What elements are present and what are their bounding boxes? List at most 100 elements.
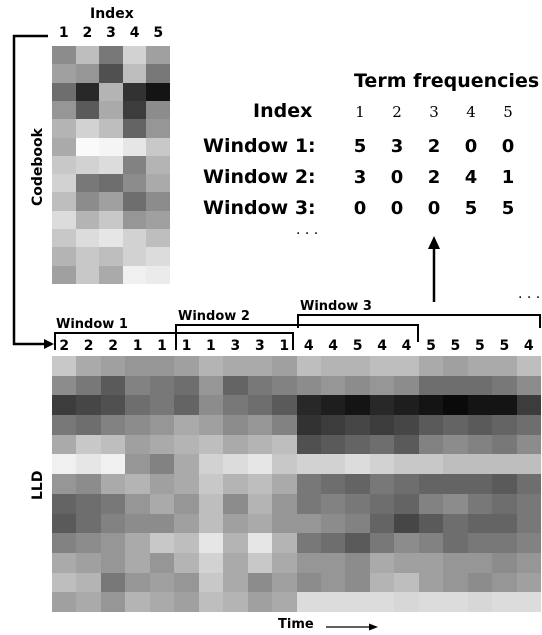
lld-cell — [198, 356, 224, 376]
lld-cell — [223, 572, 248, 593]
lld-cell — [198, 552, 224, 573]
tf-value: 0 — [501, 136, 515, 157]
tf-value: 2 — [427, 167, 441, 188]
window-1-bracket — [54, 332, 294, 350]
sequence-codeword-index: 4 — [328, 338, 339, 354]
lld-cell — [223, 474, 248, 494]
codebook-cell — [122, 119, 147, 138]
lld-cell — [76, 474, 101, 494]
lld-cell — [296, 552, 321, 573]
lld-cell — [443, 533, 468, 553]
lld-cell — [467, 434, 493, 455]
lld-cell — [272, 513, 297, 534]
codebook-cell — [99, 119, 123, 138]
lld-cell — [100, 533, 126, 553]
codebook-cell — [75, 119, 100, 138]
lld-cell — [492, 375, 517, 396]
lld-cell — [443, 513, 468, 534]
lld-cell — [418, 375, 444, 396]
lld-cell — [296, 415, 321, 435]
codebook-cell — [146, 100, 170, 120]
lld-cell — [369, 493, 395, 514]
lld-cell — [223, 513, 248, 534]
lld-cell — [516, 513, 541, 534]
lld-cell — [272, 415, 297, 435]
lld-cell — [52, 434, 77, 455]
lld-cell — [467, 415, 493, 435]
lld-cell — [125, 513, 150, 534]
lld-cell — [198, 395, 224, 416]
codebook-cell — [99, 82, 123, 101]
lld-cell — [76, 572, 101, 593]
tf-value: 3 — [353, 167, 367, 188]
codebook-cell — [146, 137, 170, 156]
lld-cell — [394, 552, 419, 573]
sequence-codeword-index: 1 — [157, 338, 167, 354]
tf-row-2: 3 0 2 4 1 — [345, 167, 523, 188]
sequence-codeword-index: 2 — [83, 338, 94, 354]
window-2-label: Window 2 — [178, 309, 250, 324]
lld-cell — [149, 493, 175, 514]
codebook-cell — [75, 64, 100, 83]
lld-cell — [272, 533, 297, 553]
tf-index-5: 5 — [503, 103, 513, 121]
lld-cell — [272, 375, 297, 396]
lld-cell — [52, 375, 77, 396]
lld-cell — [198, 415, 224, 435]
lld-cell — [125, 415, 150, 435]
lld-cell — [516, 572, 541, 593]
lld-cell — [272, 434, 297, 455]
top-continuation: · · · — [518, 290, 541, 306]
lld-cell — [320, 513, 346, 534]
arrowhead-icon — [44, 339, 54, 349]
lld-cell — [296, 474, 321, 494]
lld-cell — [492, 434, 517, 455]
sequence-codeword-index: 3 — [230, 338, 241, 354]
lld-cell — [443, 356, 468, 376]
lld-cell — [418, 513, 444, 534]
lld-cell — [100, 474, 126, 494]
lld-cell — [125, 552, 150, 573]
sequence-codeword-index: 3 — [254, 338, 265, 354]
lld-cell — [345, 592, 370, 612]
lld-cell — [272, 493, 297, 514]
codebook-cell — [75, 137, 100, 156]
lld-cell — [223, 434, 248, 455]
lld-cell — [418, 434, 444, 455]
arrowhead-up-icon — [428, 236, 440, 249]
lld-cell — [149, 434, 175, 455]
codebook-cell — [122, 229, 147, 248]
lld-cell — [223, 415, 248, 435]
lld-cell — [223, 552, 248, 573]
lld-cell — [418, 474, 444, 494]
lld-cell — [516, 415, 541, 435]
lld-cell — [418, 493, 444, 514]
lld-cell — [149, 356, 175, 376]
lld-cell — [320, 592, 346, 612]
lld-cell — [516, 474, 541, 494]
lld-cell — [149, 375, 175, 396]
lld-cell — [492, 533, 517, 553]
codebook-cell — [99, 210, 123, 230]
lld-cell — [174, 395, 199, 416]
lld-cell — [492, 454, 517, 475]
lld-cell — [52, 513, 77, 534]
codebook-index-5: 5 — [153, 25, 164, 41]
sequence-codeword-index: 2 — [59, 338, 70, 354]
lld-cell — [467, 592, 493, 612]
lld-cell — [76, 395, 101, 416]
lld-cell — [296, 454, 321, 475]
lld-cell — [52, 395, 77, 416]
lld-cell — [320, 434, 346, 455]
lld-cell — [345, 375, 370, 396]
lld-cell — [394, 454, 419, 475]
lld-cell — [100, 552, 126, 573]
lld-cell — [443, 454, 468, 475]
lld-cell — [149, 454, 175, 475]
lld-cell — [467, 533, 493, 553]
tf-row-label-1: Window 1: — [203, 135, 316, 157]
lld-cell — [394, 474, 419, 494]
codebook-cell — [146, 265, 170, 284]
lld-cell — [516, 454, 541, 475]
lld-cell — [296, 375, 321, 396]
